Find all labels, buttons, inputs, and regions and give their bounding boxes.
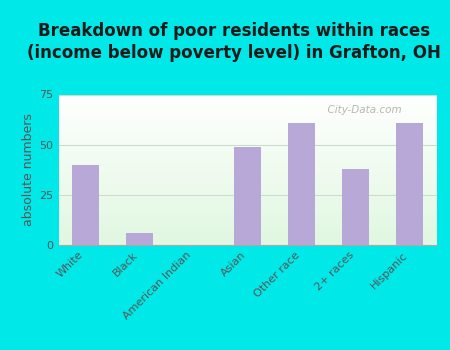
Text: Breakdown of poor residents within races
(income below poverty level) in Grafton: Breakdown of poor residents within races…	[27, 22, 441, 62]
Bar	[342, 169, 369, 245]
Bar	[396, 122, 423, 245]
Bar	[72, 165, 99, 245]
Bar	[234, 147, 261, 245]
Bar	[288, 122, 315, 245]
Bar	[126, 233, 153, 245]
Text: City-Data.com: City-Data.com	[320, 105, 401, 114]
Y-axis label: absolute numbers: absolute numbers	[22, 113, 36, 226]
